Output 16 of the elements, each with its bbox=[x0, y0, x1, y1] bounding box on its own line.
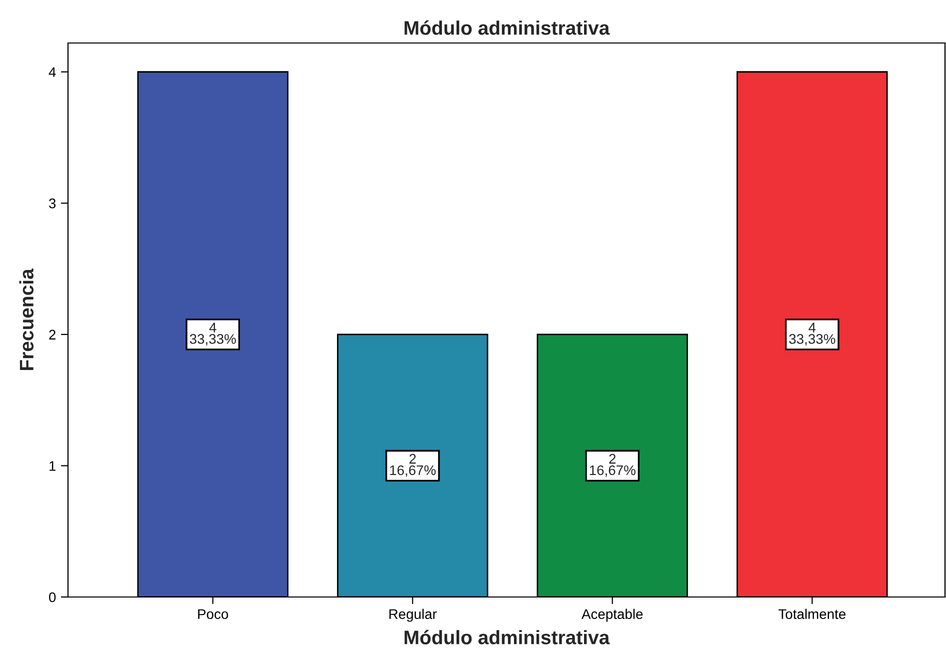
y-axis-title: Frecuencia bbox=[19, 268, 34, 370]
data-label: 4 33,33% bbox=[789, 322, 836, 346]
y-tick-label: 3 bbox=[49, 198, 56, 208]
x-tick-label: Regular bbox=[389, 608, 437, 622]
x-tick-label: Aceptable bbox=[582, 608, 643, 622]
data-label: 4 33,33% bbox=[190, 322, 236, 346]
y-tick-label: 1 bbox=[50, 461, 56, 471]
chart-title: Módulo administrativa bbox=[404, 20, 610, 35]
data-label: 2 16,67% bbox=[590, 454, 636, 477]
y-tick-label: 4 bbox=[48, 67, 56, 77]
x-axis-title: Módulo administrativa bbox=[404, 630, 610, 644]
y-tick-label: 0 bbox=[49, 592, 56, 602]
x-tick-label: Totalmente bbox=[778, 608, 846, 620]
data-label: 2 16,67% bbox=[390, 454, 436, 477]
x-tick-label: Poco bbox=[198, 609, 228, 620]
y-tick-label: 2 bbox=[49, 330, 56, 340]
